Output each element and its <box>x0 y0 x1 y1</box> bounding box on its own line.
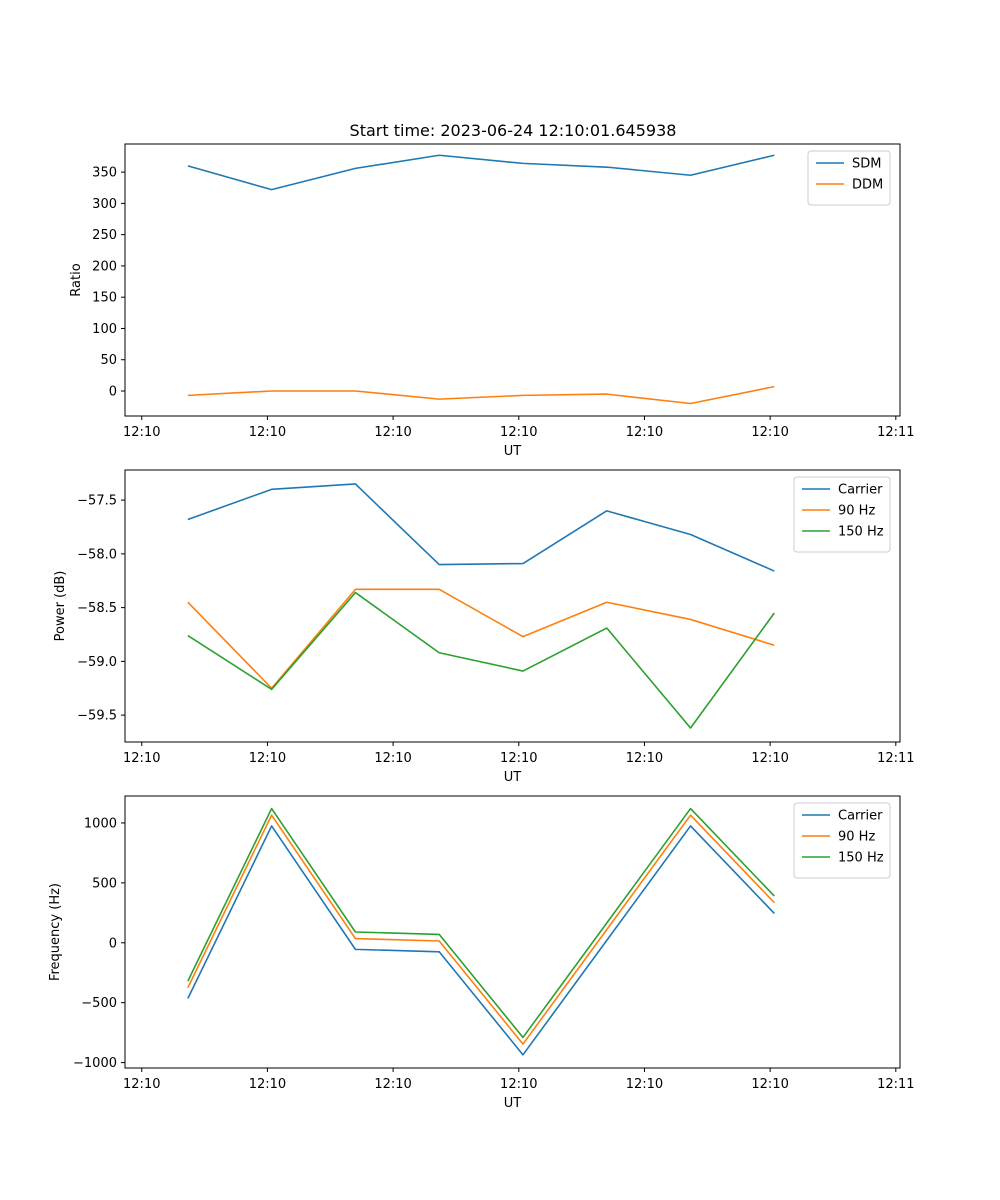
legend: SDM DDM <box>807 150 891 206</box>
y-tick-label: −59.0 <box>77 655 117 670</box>
y-tick-label: 100 <box>92 322 117 337</box>
figure-title: Start time: 2023-06-24 12:10:01.645938 <box>350 121 677 140</box>
panel-3: 12:10 12:10 12:10 12:10 12:10 12:10 12:11 1000 5… <box>48 795 915 1111</box>
legend-entry: Carrier <box>838 483 883 498</box>
legend: Carrier 90 Hz 150 Hz <box>793 476 891 553</box>
series-line-carrier <box>187 825 775 1056</box>
x-tick-label: 12:10 <box>626 751 663 766</box>
x-tick-label: 12:11 <box>877 751 914 766</box>
axes-frame <box>124 469 901 743</box>
series-line-carrier <box>187 483 775 572</box>
x-axis-label: UT <box>504 444 522 459</box>
y-tick-label: −59.5 <box>77 709 117 724</box>
y-axis-label: Power (dB) <box>53 571 68 642</box>
y-tick-label: −58.5 <box>77 601 117 616</box>
legend-box <box>807 150 891 206</box>
y-tick-label: 0 <box>109 384 117 399</box>
axes-frame <box>124 795 901 1069</box>
x-tick-label: 12:10 <box>500 425 537 440</box>
x-tick-label: 12:10 <box>249 751 286 766</box>
axes-frame <box>124 143 901 417</box>
y-tick-label: −57.5 <box>77 494 117 509</box>
x-tick-label: 12:10 <box>626 1077 663 1092</box>
y-tick-label: 150 <box>92 291 117 306</box>
y-tick-label: 0 <box>109 936 117 951</box>
series-line-150-hz <box>187 591 775 729</box>
legend-entry: 150 Hz <box>838 525 884 540</box>
legend-entry: 90 Hz <box>838 830 875 845</box>
x-tick-label: 12:10 <box>751 751 788 766</box>
y-tick-label: 300 <box>92 197 117 212</box>
x-tick-label: 12:10 <box>751 1077 788 1092</box>
y-tick-label: −58.0 <box>77 547 117 562</box>
series-line-90-hz <box>187 814 775 1045</box>
series-line-90-hz <box>187 588 775 690</box>
panels: 12:10 12:10 12:10 12:10 12:10 12:10 12:11 350 30… <box>48 143 915 1111</box>
x-tick-label: 12:10 <box>374 425 411 440</box>
series-line-ddm <box>187 385 775 405</box>
y-tick-label: 250 <box>92 228 117 243</box>
series-line-150-hz <box>187 807 775 1039</box>
panel-2: 12:10 12:10 12:10 12:10 12:10 12:10 12:11 −57.5… <box>53 469 915 785</box>
x-tick-label: 12:10 <box>249 1077 286 1092</box>
legend-entry: DDM <box>852 178 883 193</box>
x-tick-label: 12:11 <box>877 425 914 440</box>
x-tick-label: 12:10 <box>500 1077 537 1092</box>
y-tick-label: 350 <box>92 166 117 181</box>
y-axis-label: Frequency (Hz) <box>48 883 63 981</box>
legend-entry: 150 Hz <box>838 851 884 866</box>
x-tick-label: 12:10 <box>374 1077 411 1092</box>
series-line-sdm <box>187 154 775 191</box>
y-tick-label: 1000 <box>84 816 117 831</box>
x-tick-label: 12:10 <box>123 751 160 766</box>
x-tick-label: 12:10 <box>123 425 160 440</box>
y-tick-label: −500 <box>81 996 117 1011</box>
panel-1: 12:10 12:10 12:10 12:10 12:10 12:10 12:11 350 30… <box>69 143 915 459</box>
legend-box <box>793 802 891 879</box>
y-tick-label: 500 <box>92 876 117 891</box>
x-tick-label: 12:10 <box>249 425 286 440</box>
legend-box <box>793 476 891 553</box>
y-tick-label: 50 <box>100 353 117 368</box>
y-tick-label: 200 <box>92 259 117 274</box>
legend-entry: 90 Hz <box>838 504 875 519</box>
y-axis-label: Ratio <box>69 263 84 296</box>
legend-entry: Carrier <box>838 809 883 824</box>
x-tick-label: 12:10 <box>123 1077 160 1092</box>
x-tick-label: 12:11 <box>877 1077 914 1092</box>
x-tick-label: 12:10 <box>626 425 663 440</box>
x-axis-label: UT <box>504 770 522 785</box>
y-tick-label: −1000 <box>73 1056 117 1071</box>
legend-entry: SDM <box>852 157 881 172</box>
x-tick-label: 12:10 <box>374 751 411 766</box>
x-tick-label: 12:10 <box>751 425 788 440</box>
x-axis-label: UT <box>504 1096 522 1111</box>
legend: Carrier 90 Hz 150 Hz <box>793 802 891 879</box>
x-tick-label: 12:10 <box>500 751 537 766</box>
